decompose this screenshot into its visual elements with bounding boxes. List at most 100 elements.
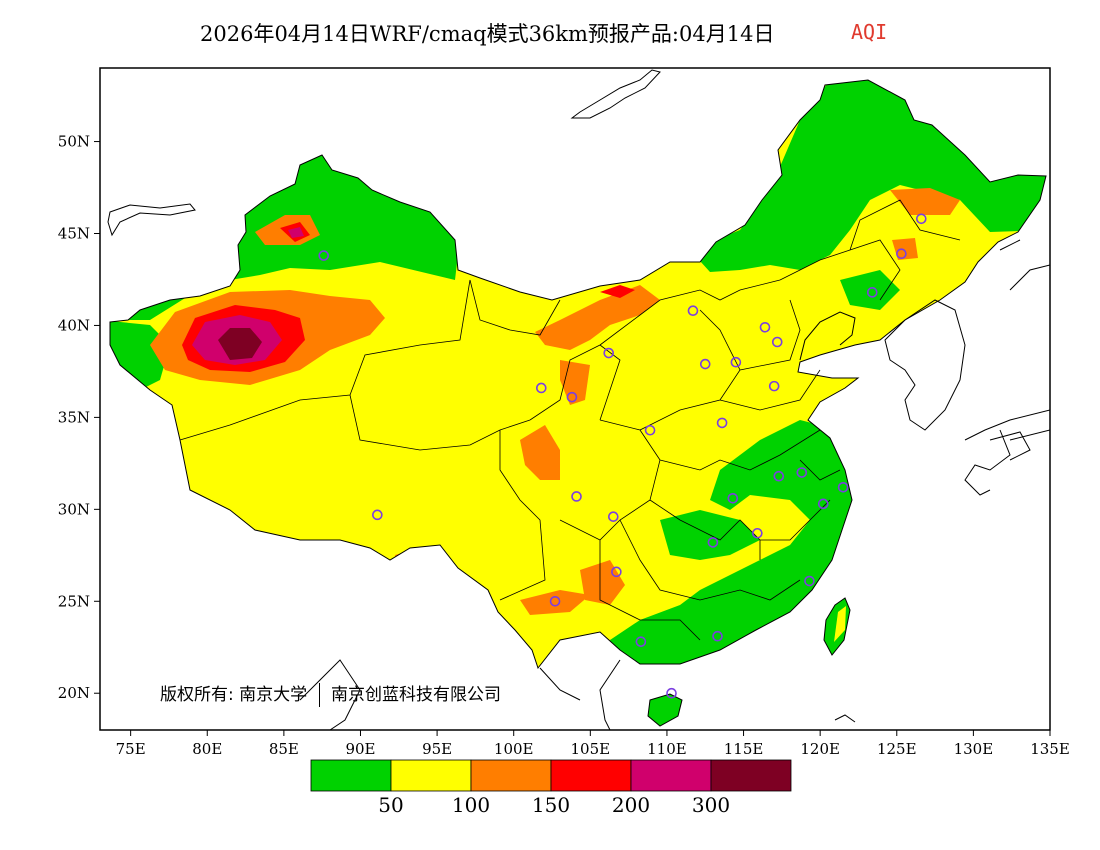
city-marker-kunming (549, 595, 561, 607)
city-marker-chongqing (608, 511, 619, 522)
korea-coast (884, 299, 966, 431)
legend-swatch (550, 759, 632, 792)
copyright-org1: 南京大学 (239, 685, 308, 705)
city-marker-hohhot (687, 305, 699, 317)
bohai-coast (799, 311, 856, 361)
y-tick-label: 35N (58, 408, 90, 426)
city-marker-zhengzhou (716, 417, 728, 429)
y-tick-label: 40N (58, 316, 90, 334)
x-tick-label: 120E (800, 740, 840, 758)
x-tick-label: 90E (345, 740, 375, 758)
legend-label: 100 (452, 793, 490, 817)
y-axis: 20N 25N 30N 35N 40N 45N 50N (58, 133, 100, 702)
x-tick-label: 110E (647, 740, 687, 758)
aqi-usg-yunnan (520, 590, 590, 615)
city-marker-beijing (759, 321, 771, 333)
page-title: 2026年04月14日WRF/cmaq模式36km预报产品:04月14日 (200, 22, 775, 46)
taiwan-moderate (834, 606, 846, 642)
x-tick-label: 105E (571, 740, 611, 758)
variable-label: AQI (851, 20, 888, 44)
lake-balkhash (107, 203, 196, 237)
aqi-usg-gansu-corridor (535, 285, 660, 350)
legend-swatch (390, 759, 472, 792)
color-legend: 50 100 150 200 300 (310, 759, 792, 817)
aqi-usg-guizhou (580, 560, 625, 605)
city-marker-changsha (707, 537, 719, 548)
legend-swatch (310, 759, 392, 792)
city-marker-nanjing (796, 467, 808, 478)
city-marker-shenyang (866, 287, 878, 298)
russia-coast (999, 239, 1050, 291)
legend-swatch (710, 759, 792, 792)
city-marker-fuzhou (804, 575, 815, 587)
city-marker-jinan (768, 380, 780, 392)
aqi-usg-heilongjiang (890, 188, 960, 215)
city-marker-harbin (915, 213, 927, 225)
city-marker-tianjin (771, 336, 783, 348)
hainan (647, 693, 683, 727)
city-marker-hefei (773, 470, 785, 482)
title-row: 2026年04月14日WRF/cmaq模式36km预报产品:04月14日 AQI (0, 18, 1100, 50)
city-marker-shanghai (837, 481, 849, 493)
city-markers (318, 213, 927, 699)
city-marker-xian (644, 424, 656, 436)
city-marker-yinchuan (603, 347, 615, 359)
aqi-hazardous-tarim (218, 328, 262, 360)
aqi-usg-jilin (892, 238, 918, 260)
province-lines (179, 199, 961, 641)
city-marker-changchun (896, 248, 907, 260)
city-marker-shijiazhuang (730, 356, 742, 368)
x-axis: 75E 80E 85E 90E 95E 100E 105E 110E 115E 120E 125E 1… (116, 730, 1070, 758)
city-marker-guiyang (611, 566, 622, 578)
city-marker-nanning (635, 636, 647, 648)
x-tick-label: 95E (422, 740, 452, 758)
y-tick-label: 20N (58, 684, 90, 702)
aqi-usg-sichuan (520, 425, 560, 480)
x-tick-label: 135E (1030, 740, 1070, 758)
x-tick-label: 100E (494, 740, 534, 758)
copyright: 版权所有: 南京大学 南京创蓝科技有限公司 (160, 680, 501, 707)
boundaries (107, 69, 1050, 730)
city-marker-nanchang (752, 527, 763, 539)
aqi-unhealthy-north-border (600, 285, 635, 298)
y-tick-label: 45N (58, 225, 90, 243)
x-tick-label: 125E (877, 740, 917, 758)
legend-label: 200 (612, 793, 650, 817)
copyright-org2: 南京创蓝科技有限公司 (330, 685, 501, 705)
legend-label: 300 (692, 793, 730, 817)
x-tick-label: 115E (724, 740, 764, 758)
legend-label: 50 (378, 793, 403, 817)
city-marker-xining (535, 382, 547, 394)
aqi-very-unhealthy-dzungaria (288, 227, 304, 238)
city-marker-hangzhou (817, 498, 829, 510)
city-marker-lhasa (372, 509, 383, 521)
city-marker-wuhan (727, 492, 739, 504)
y-tick-label: 50N (58, 133, 90, 151)
x-tick-label: 85E (269, 740, 299, 758)
city-marker-haikou (666, 687, 677, 699)
city-marker-chengdu (571, 491, 582, 502)
copyright-prefix: 版权所有: (160, 685, 234, 705)
y-tick-label: 25N (58, 592, 90, 610)
legend-swatch (630, 759, 712, 792)
city-marker-guangzhou (712, 630, 723, 642)
y-tick-label: 30N (58, 500, 90, 518)
china-boundary (109, 79, 1047, 670)
se-asia-coast (539, 659, 621, 730)
city-marker-urumqi (318, 250, 330, 261)
legend-swatch (470, 759, 552, 792)
x-tick-label: 130E (954, 740, 994, 758)
copyright-separator (318, 683, 320, 707)
x-tick-label: 75E (116, 740, 146, 758)
japan-coast (964, 409, 1050, 496)
lake-baikal (570, 69, 661, 119)
south-asia-coast (299, 659, 361, 730)
aqi-good-liaoning (840, 270, 900, 310)
x-tick-label: 80E (192, 740, 222, 758)
city-marker-taiyuan (699, 358, 711, 370)
legend-label: 150 (532, 793, 570, 817)
luzon-coast (834, 714, 856, 723)
aqi-good-west-edge (110, 320, 170, 390)
city-marker-lanzhou (566, 391, 578, 403)
